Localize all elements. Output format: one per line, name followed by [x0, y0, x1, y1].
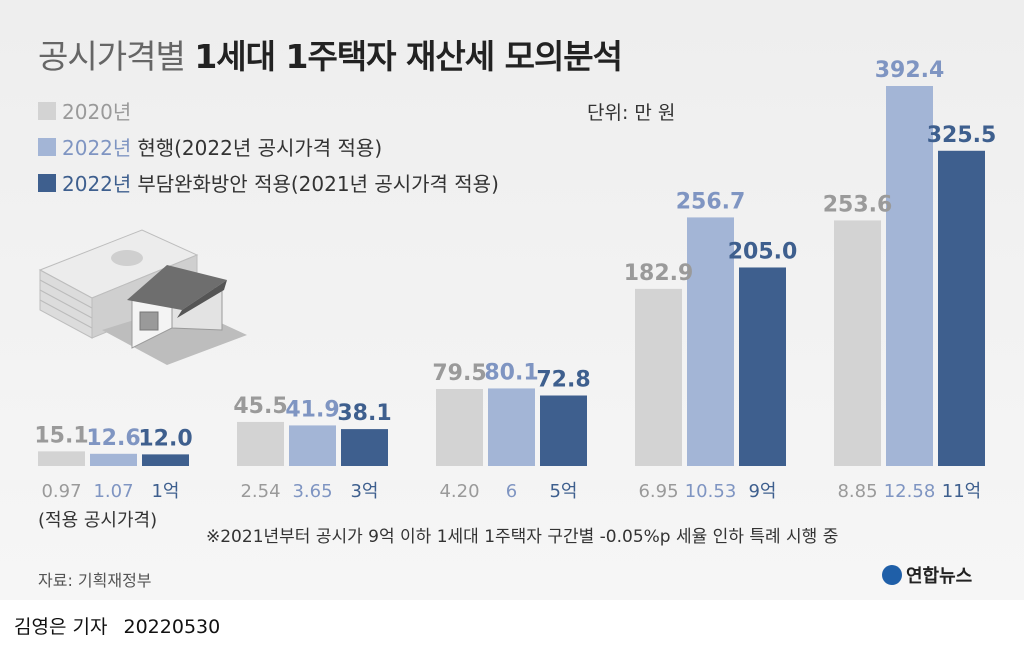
- x-tick-label: 12.58: [884, 481, 936, 502]
- x-tick-label: 4.20: [439, 481, 479, 502]
- yonhap-logo-icon: [882, 565, 902, 585]
- x-tick-label: 2.54: [240, 481, 280, 502]
- bar-1억-series-2: [142, 454, 189, 466]
- x-tick-label: 10.53: [685, 481, 737, 502]
- unit-label: 단위: 만 원: [587, 102, 676, 124]
- legend-item-2022-current: 2022년 현행(2022년 공시가격 적용): [38, 132, 382, 161]
- money-house-illustration: [38, 229, 247, 365]
- value-label: 79.5: [432, 361, 486, 386]
- x-tick-label: 0.97: [41, 481, 81, 502]
- value-label: 41.9: [285, 397, 339, 422]
- x-tick-label: 8.85: [837, 481, 877, 502]
- bar-11억-series-1: [886, 86, 933, 466]
- value-label: 182.9: [624, 261, 694, 286]
- byline-date: 20220530: [123, 616, 221, 638]
- x-tick-label-group: 0.97 1.07 1억 2.54 3.65 3억 4.20 6 5억 6.95 10.53 9억 8.…: [41, 481, 981, 502]
- value-label: 325.5: [927, 123, 997, 148]
- value-label: 38.1: [337, 401, 391, 426]
- value-label: 205.0: [728, 239, 798, 264]
- legend-year: 2022년: [62, 172, 132, 196]
- x-tick-label: 5억: [549, 481, 577, 502]
- yonhap-logo: 연합뉴스: [882, 562, 972, 588]
- logo-text: 연합뉴스: [906, 566, 973, 587]
- bar-1억-series-0: [38, 451, 85, 466]
- bar-group: [38, 86, 985, 466]
- bar-11억-series-2: [938, 150, 985, 466]
- bar-3억-series-2: [341, 429, 388, 466]
- legend-item-2022-relief: 2022년 부담완화방안 적용(2021년 공시가격 적용): [38, 168, 499, 197]
- bar-5억-series-1: [488, 388, 535, 466]
- legend-swatch-2022-current: [38, 137, 56, 156]
- bar-1억-series-1: [90, 453, 137, 466]
- footnote: ※2021년부터 공시가 9억 이하 1세대 1주택자 구간별 -0.05%p …: [206, 527, 839, 547]
- title-light: 공시가격별: [38, 37, 186, 76]
- byline: 김영은 기자 20220530: [14, 612, 220, 639]
- house-icon: [102, 265, 247, 365]
- value-label: 12.6: [86, 426, 140, 451]
- title-bold: 1세대 1주택자 재산세 모의분석: [194, 37, 623, 76]
- legend-text: 부담완화방안 적용(2021년 공시가격 적용): [137, 172, 499, 196]
- bar-3억-series-1: [289, 425, 336, 466]
- value-label: 253.6: [823, 192, 893, 217]
- x-tick-label: 3.65: [292, 481, 332, 502]
- bar-9억-series-0: [635, 288, 682, 466]
- x-tick-label: 1억: [151, 481, 179, 502]
- x-tick-label: 6.95: [638, 481, 678, 502]
- value-label: 392.4: [875, 58, 945, 83]
- legend-text: 현행(2022년 공시가격 적용): [137, 136, 383, 160]
- value-label: 45.5: [233, 394, 287, 419]
- chart-title: 공시가격별 1세대 1주택자 재산세 모의분석: [38, 30, 623, 78]
- legend-swatch-2020: [38, 101, 56, 120]
- x-tick-caption: (적용 공시가격): [38, 510, 158, 531]
- byline-author: 김영은 기자: [14, 616, 108, 638]
- bar-3억-series-0: [237, 421, 284, 466]
- value-label: 80.1: [484, 360, 538, 385]
- value-label-group: 15.112.612.0 45.541.938.1 79.580.172.8 182.…: [34, 58, 996, 451]
- x-tick-label: 9억: [748, 481, 776, 502]
- value-label: 12.0: [138, 426, 192, 451]
- bar-9억-series-1: [687, 217, 734, 466]
- legend-year: 2020년: [62, 100, 132, 124]
- x-tick-label: 1.07: [93, 481, 133, 502]
- bar-chart: 15.112.612.0 45.541.938.1 79.580.172.8 182.…: [34, 58, 996, 502]
- source-label: 자료: 기획재정부: [38, 571, 152, 590]
- legend-year: 2022년: [62, 136, 132, 160]
- value-label: 72.8: [536, 368, 590, 393]
- bar-9억-series-2: [739, 267, 786, 466]
- value-label: 15.1: [34, 423, 88, 448]
- legend-swatch-2022-relief: [38, 173, 56, 192]
- bar-5억-series-2: [540, 395, 587, 466]
- x-tick-label: 11억: [942, 481, 981, 502]
- value-label: 256.7: [676, 189, 746, 214]
- legend-item-2020: 2020년: [38, 96, 137, 125]
- bar-5억-series-0: [436, 389, 483, 466]
- x-tick-label: 6: [506, 481, 517, 502]
- bar-11억-series-0: [834, 220, 881, 466]
- x-tick-label: 3억: [350, 481, 378, 502]
